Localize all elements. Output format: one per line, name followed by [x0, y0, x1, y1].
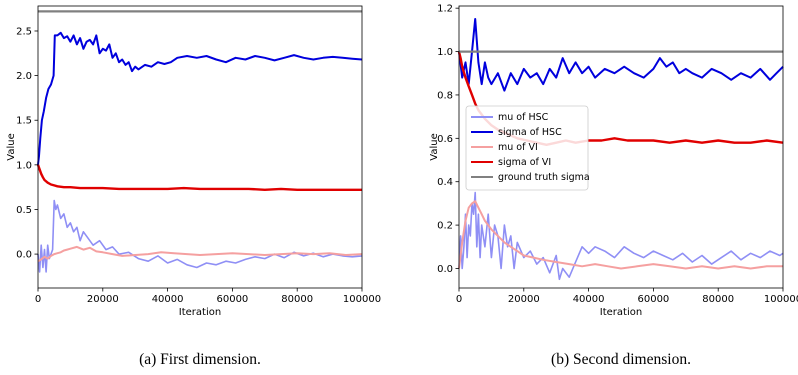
panel-b-xlabel: Iteration — [600, 307, 642, 318]
legend-label-sigma-vi: sigma of VI — [498, 157, 551, 168]
panel-a-ylabel: Value — [6, 133, 17, 160]
panel-a-ticks: 0 20000 40000 60000 80000 100000 0.0 0.5 1.0 1.5 2… — [16, 26, 381, 305]
panel-b-series-mu-of-hsc — [458, 191, 784, 281]
panel-b-xtick-label: 80000 — [702, 294, 734, 305]
legend-label-mu-vi: mu of VI — [498, 142, 538, 153]
legend-label-mu-hsc: mu of HSC — [498, 112, 549, 123]
panel-b-ytick-label: 0.6 — [437, 134, 453, 145]
panel-b-ytick-label: 0.8 — [437, 90, 453, 101]
panel-a-series-mu-of-hsc — [37, 199, 363, 273]
panel-a-xtick-label: 40000 — [152, 294, 184, 305]
panel-b-xtick-label: 100000 — [764, 294, 798, 305]
panel-b-ylabel: Value — [429, 133, 440, 160]
panel-a-xtick-label: 80000 — [281, 294, 313, 305]
panel-b-series-sigma-of-hsc — [458, 18, 784, 92]
panel-b-ytick-label: 1.2 — [437, 4, 453, 15]
legend-box — [465, 105, 589, 191]
panel-a-xtick-label: 20000 — [87, 294, 119, 305]
panel-b-ytick-label: 0.2 — [437, 221, 453, 232]
panel-b-xtick-label: 20000 — [508, 294, 540, 305]
panel-b-axes-frame — [458, 5, 784, 289]
panel-a-xtick-label: 60000 — [216, 294, 248, 305]
panel-a-series-sigma-of-vi — [36, 164, 362, 192]
legend: mu of HSC sigma of HSC mu of VI sigma of… — [465, 105, 590, 191]
legend-label-sigma-hsc: sigma of HSC — [498, 127, 562, 138]
panel-b-series-mu-of-vi — [458, 200, 783, 270]
panel-first-dimension: 0 20000 40000 60000 80000 100000 0.0 0.5 1.0 1.5 2… — [6, 5, 381, 368]
panel-b-ytick-label: 0.4 — [437, 177, 453, 188]
panel-a-xlabel: Iteration — [179, 307, 221, 318]
panel-a-ytick-label: 2.5 — [16, 26, 32, 37]
panel-b-ytick-label: 1.0 — [437, 47, 453, 58]
panel-b-ytick-label: 0.0 — [437, 264, 453, 275]
panel-a-series-sigma-of-hsc — [37, 31, 363, 165]
panel-a-series — [36, 10, 363, 273]
panel-a-ytick-label: 2.0 — [16, 71, 32, 82]
panel-b-xtick-label: 0 — [456, 294, 462, 305]
panel-second-dimension: 0 20000 40000 60000 80000 100000 0.0 0.2 0.4 0.6 0… — [429, 4, 798, 368]
panel-a-series-mu-of-vi — [37, 245, 363, 263]
panel-b-caption: (b) Second dimension. — [551, 351, 691, 368]
panel-a-ytick-label: 0.5 — [16, 205, 32, 216]
panel-a-caption: (a) First dimension. — [139, 351, 261, 368]
panel-a-xtick-label: 100000 — [343, 294, 381, 305]
panel-a-ytick-label: 1.5 — [16, 116, 32, 127]
legend-label-ground-truth: ground truth sigma — [498, 172, 590, 183]
panel-a-axes-frame — [37, 5, 363, 289]
panel-b-xtick-label: 60000 — [637, 294, 669, 305]
panel-a-ytick-label: 0.0 — [16, 250, 32, 261]
panel-b-ticks: 0 20000 40000 60000 80000 100000 0.0 0.2 0.4 0.6 0… — [437, 4, 798, 305]
panel-a-xtick-label: 0 — [35, 294, 41, 305]
panel-a-ytick-label: 1.0 — [16, 160, 32, 171]
panel-b-xtick-label: 40000 — [573, 294, 605, 305]
